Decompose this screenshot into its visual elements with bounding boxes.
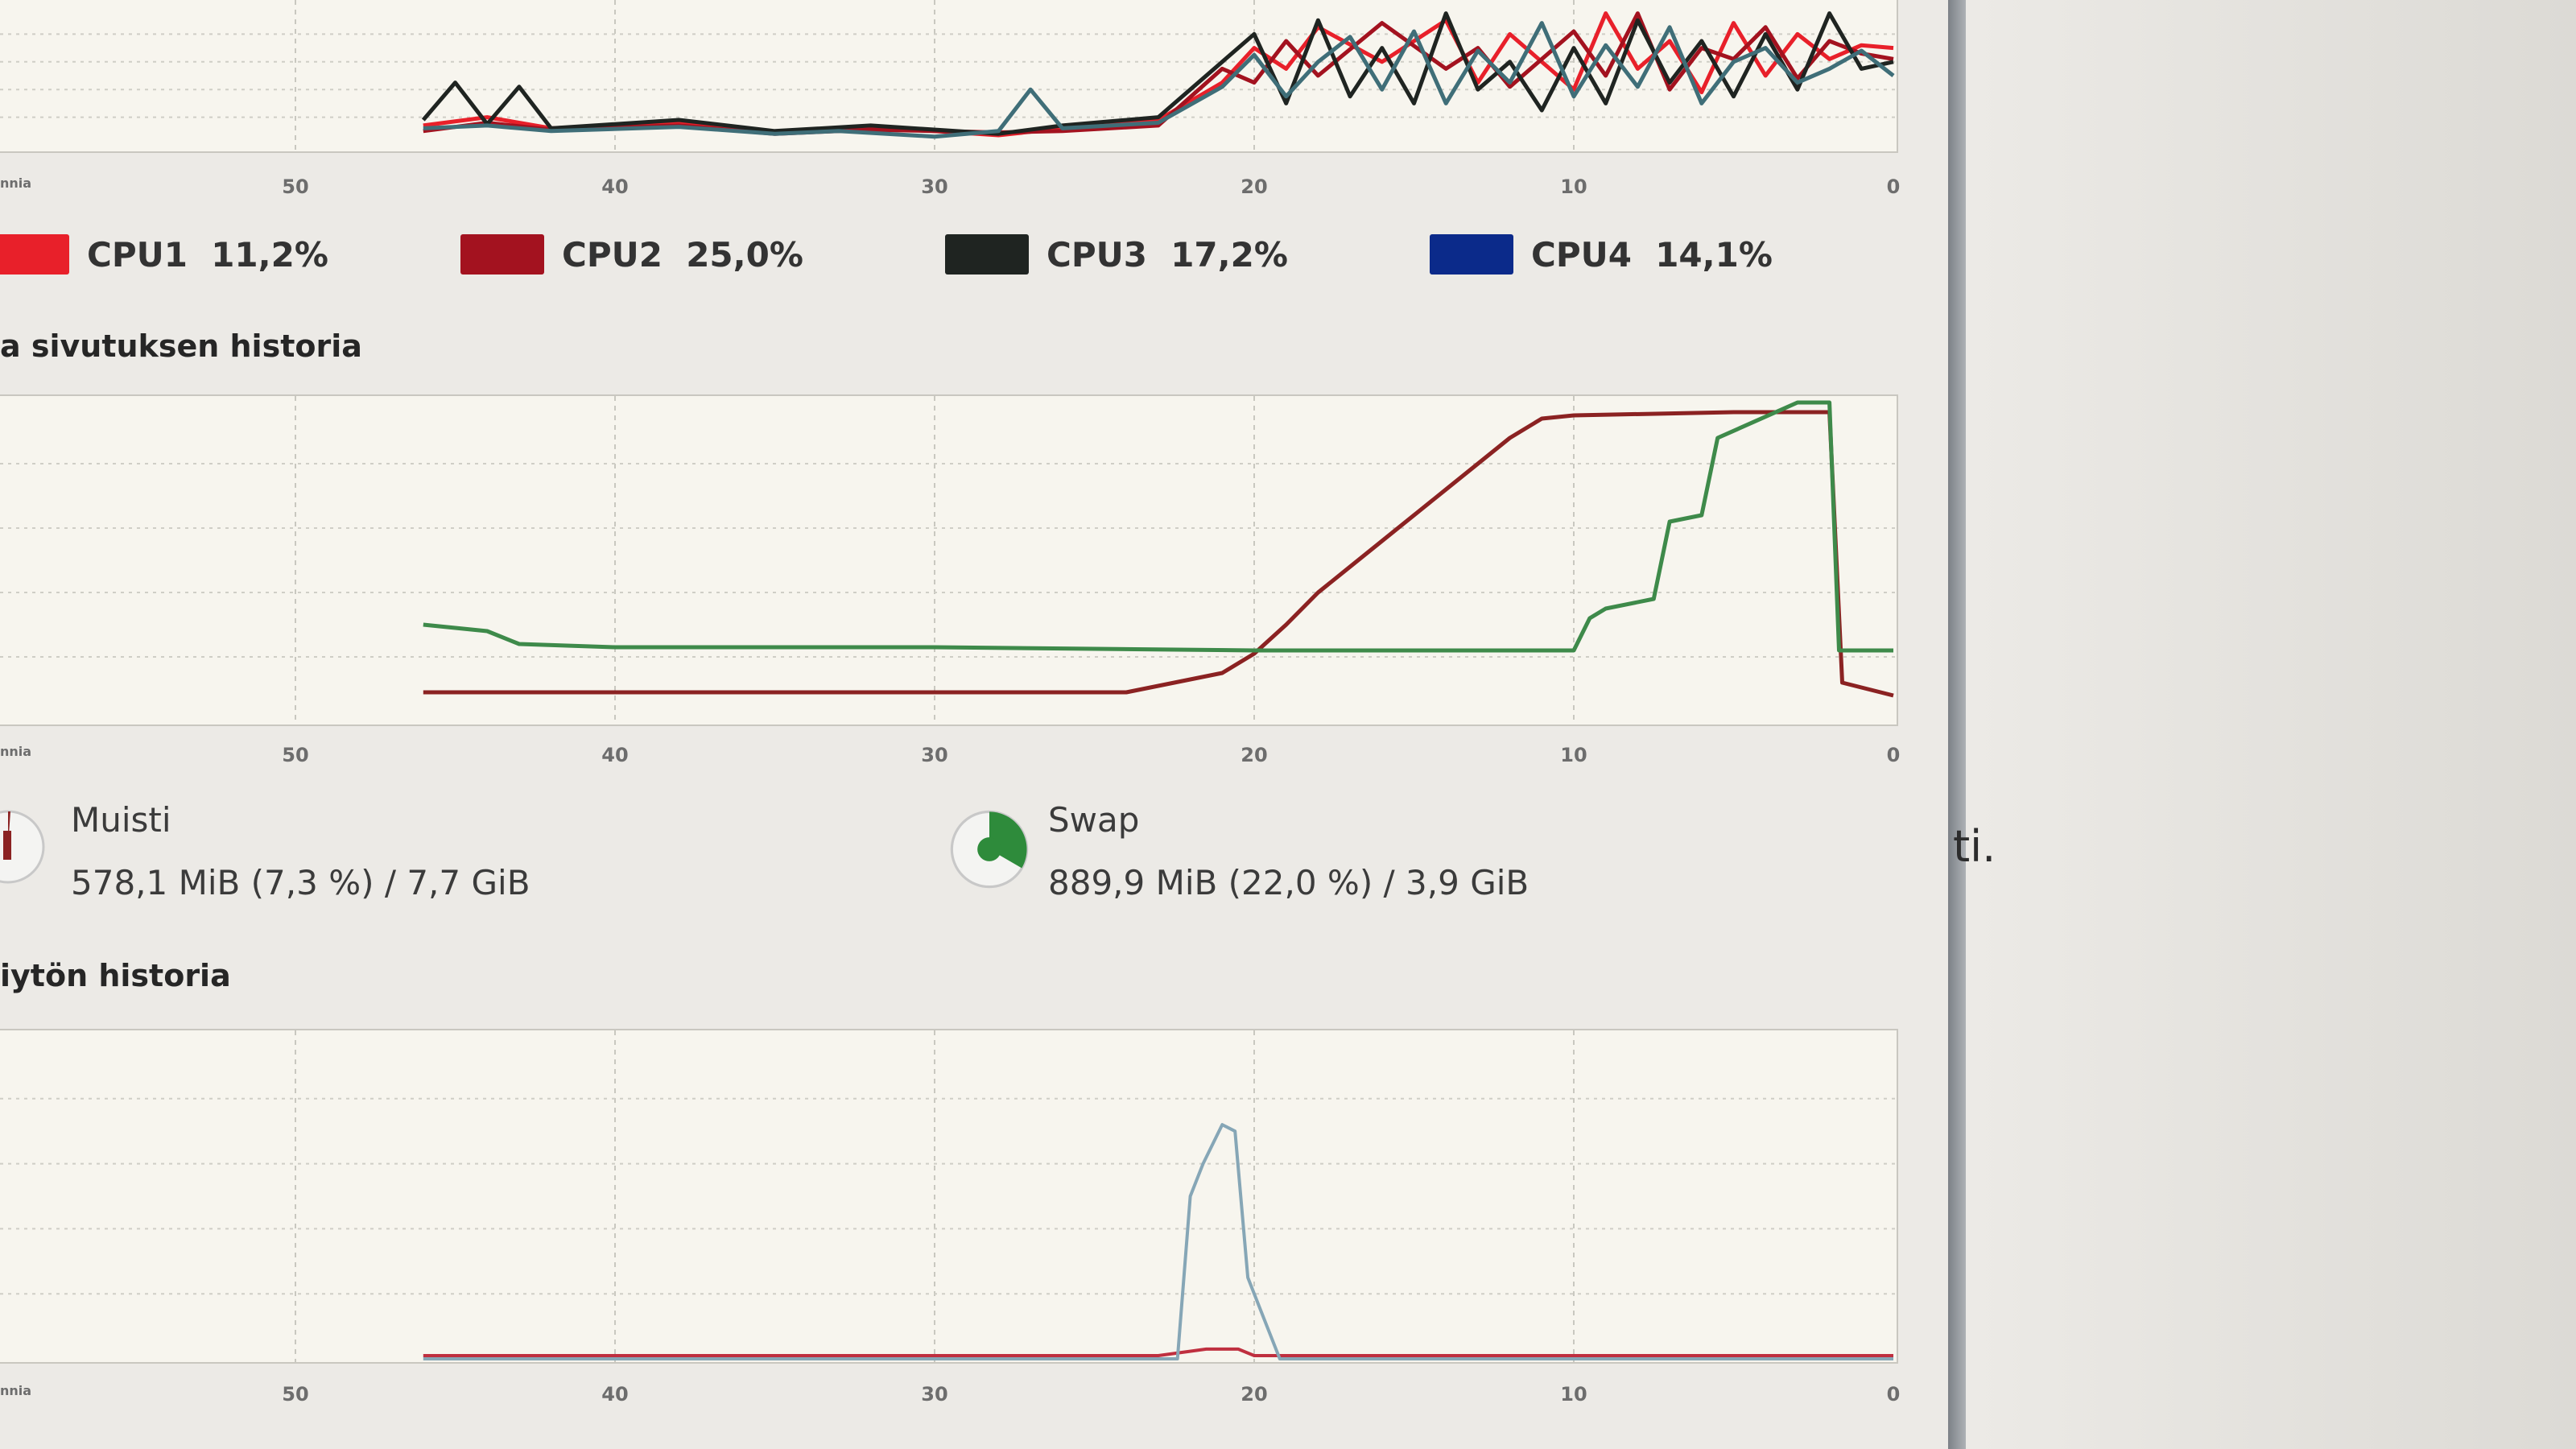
legend-cpu4[interactable]: CPU4 14,1% xyxy=(1430,232,1773,277)
background-text: ti. xyxy=(1953,821,1996,872)
x-tick-label: 20 xyxy=(1241,1383,1268,1406)
cpu3-color-swatch[interactable] xyxy=(945,234,1029,275)
memory-value: 578,1 MiB (7,3 %) / 7,7 GiB xyxy=(71,863,530,902)
x-tick-label: 40 xyxy=(601,175,629,198)
x-tick-label: nnia xyxy=(0,744,32,759)
legend-cpu1-label: CPU1 11,2% xyxy=(87,234,328,275)
swap-value: 889,9 MiB (22,0 %) / 3,9 GiB xyxy=(1048,863,1530,902)
window-border xyxy=(1948,0,1966,1449)
x-tick-label: nnia xyxy=(0,1383,32,1398)
x-tick-label: 50 xyxy=(282,175,309,198)
swap-pie-icon[interactable] xyxy=(947,807,1032,892)
x-tick-label: 10 xyxy=(1560,175,1587,198)
series-line-series-1 xyxy=(423,1347,1893,1357)
swap-label: Swap xyxy=(1048,800,1140,840)
memory-swap-history-chart xyxy=(0,394,1898,726)
network-history-chart xyxy=(0,1029,1898,1364)
legend-cpu2-label: CPU2 25,0% xyxy=(562,234,803,275)
legend-cpu3[interactable]: CPU3 17,2% xyxy=(945,232,1288,277)
series-line-muisti xyxy=(423,410,1894,698)
x-tick-label: 20 xyxy=(1241,744,1268,766)
series-line-series-2 xyxy=(423,1123,1893,1360)
x-tick-label: 0 xyxy=(1886,175,1901,198)
x-tick-label: 30 xyxy=(921,175,948,198)
network-history-plot xyxy=(0,1030,1897,1362)
x-tick-label: 0 xyxy=(1886,1383,1901,1406)
background-document xyxy=(1966,0,2576,1449)
x-tick-label: nnia xyxy=(0,175,32,191)
cpu-history-chart xyxy=(0,0,1898,153)
series-line-cpu4 xyxy=(423,21,1895,139)
network-history-title: iytön historia xyxy=(0,958,231,993)
legend-cpu4-label: CPU4 14,1% xyxy=(1531,234,1773,275)
cpu-history-plot xyxy=(0,0,1897,151)
x-tick-label: 30 xyxy=(921,744,948,766)
x-tick-label: 50 xyxy=(282,744,309,766)
cpu1-color-swatch[interactable] xyxy=(0,234,69,275)
x-tick-label: 40 xyxy=(601,744,629,766)
memory-history-title: a sivutuksen historia xyxy=(0,328,362,364)
x-tick-label: 40 xyxy=(601,1383,629,1406)
system-monitor-window: nnia 50 40 30 20 10 0 CPU1 11,2% CPU2 25,0% CP… xyxy=(0,0,1948,1449)
cpu4-color-swatch[interactable] xyxy=(1430,234,1513,275)
x-tick-label: 20 xyxy=(1241,175,1268,198)
x-tick-label: 50 xyxy=(282,1383,309,1406)
cpu2-color-swatch[interactable] xyxy=(460,234,544,275)
x-tick-label: 30 xyxy=(921,1383,948,1406)
memory-pie-icon[interactable] xyxy=(0,807,48,887)
x-tick-label: 10 xyxy=(1560,1383,1587,1406)
memory-swap-history-plot xyxy=(0,396,1897,724)
x-tick-label: 0 xyxy=(1886,744,1901,766)
legend-cpu1[interactable]: CPU1 11,2% xyxy=(0,232,328,277)
series-line-swap xyxy=(423,400,1893,653)
memory-label: Muisti xyxy=(71,800,171,840)
legend-cpu2[interactable]: CPU2 25,0% xyxy=(460,232,803,277)
x-tick-label: 10 xyxy=(1560,744,1587,766)
legend-cpu3-label: CPU3 17,2% xyxy=(1046,234,1288,275)
